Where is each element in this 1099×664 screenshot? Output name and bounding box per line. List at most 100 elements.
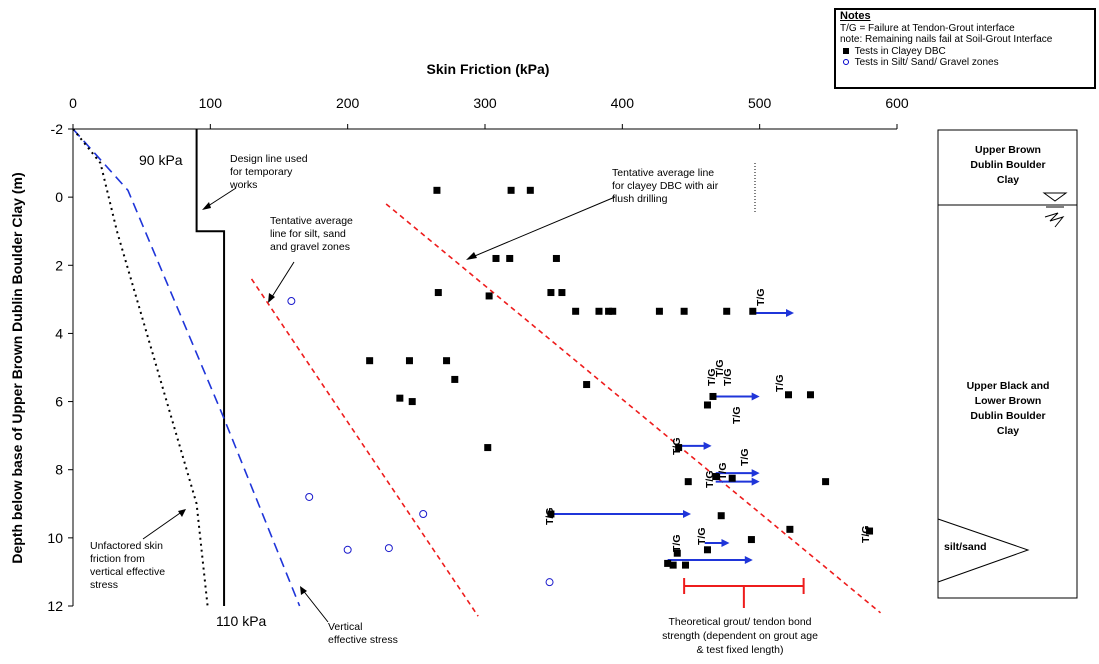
- clayey-trend-note: for clayey DBC with air: [612, 180, 719, 192]
- clayey-test-point: [866, 527, 874, 535]
- tg-arrow-head: [744, 556, 753, 565]
- x-tick-label: 600: [885, 95, 909, 111]
- strata-lower-label: Upper Black and: [967, 380, 1050, 392]
- clayey-test-point: [507, 186, 515, 194]
- trend-line: [72, 128, 301, 607]
- seepage-icon: [1044, 212, 1065, 228]
- silt-test-point: [287, 297, 296, 306]
- trend-lines: [72, 128, 882, 617]
- clayey-test-point: [655, 307, 663, 315]
- y-tick-label: -2: [51, 121, 64, 137]
- unfactored-pointer: [142, 510, 184, 540]
- tg-arrow-head: [751, 392, 760, 401]
- clayey-test-point: [609, 307, 617, 315]
- clayey-test-point: [684, 478, 692, 486]
- clayey-test-point: [451, 375, 459, 383]
- clayey-test-point: [786, 525, 794, 533]
- clayey-test-point: [396, 394, 404, 402]
- clayey-test-point: [405, 357, 413, 365]
- pointer-head: [178, 509, 186, 517]
- y-tick-label: 12: [47, 598, 63, 614]
- design-line-note: works: [229, 179, 257, 191]
- clayey-test-point: [703, 546, 711, 554]
- clayey-test-point: [723, 307, 731, 315]
- legend-clayey: Tests in Clayey DBC: [840, 46, 1090, 58]
- clayey-test-point: [583, 381, 591, 389]
- tg-arrow-head: [751, 477, 760, 486]
- tg-label: T/G: [671, 535, 683, 553]
- pointer-head: [300, 586, 307, 595]
- silt-trend-pointer: [269, 261, 295, 301]
- x-tick-label: 200: [336, 95, 360, 111]
- pointer-head: [202, 202, 211, 210]
- clayey-trend-note: Tentative average line: [612, 167, 714, 179]
- tg-arrow-head: [703, 441, 712, 450]
- strata-lower-label: Lower Brown: [975, 395, 1042, 407]
- legend-silt-label: Tests in Silt/ Sand/ Gravel zones: [854, 57, 999, 68]
- clayey-test-point: [680, 307, 688, 315]
- label-110kpa: 110 kPa: [216, 613, 267, 629]
- pointer-head: [268, 293, 275, 303]
- clayey-trend-pointer: [469, 196, 616, 259]
- clayey-test-point: [558, 289, 566, 297]
- water-table-icon: [1042, 192, 1068, 202]
- tg-arrow-head: [683, 510, 691, 519]
- tg-label: T/G: [704, 471, 716, 489]
- clayey-trend-note: flush drilling: [612, 193, 668, 205]
- clayey-test-point: [749, 307, 757, 315]
- clayey-test-point: [728, 474, 736, 482]
- clayey-test-point: [366, 357, 374, 365]
- x-tick-label: 400: [611, 95, 635, 111]
- y-tick-label: 4: [55, 325, 63, 341]
- data-points: [287, 186, 874, 587]
- tg-arrow-head: [751, 469, 760, 478]
- clayey-test-point: [822, 478, 830, 486]
- clayey-test-point: [664, 559, 672, 567]
- clayey-test-point: [682, 561, 690, 569]
- silt-test-point: [343, 545, 352, 554]
- tg-label: T/G: [755, 289, 767, 307]
- trend-line: [72, 128, 209, 607]
- clayey-test-point: [572, 307, 580, 315]
- y-tick-label: 0: [55, 189, 63, 205]
- silt-test-point: [419, 510, 428, 519]
- unfactored-note: vertical effective: [90, 566, 165, 578]
- silt-test-point: [305, 492, 314, 501]
- trend-line: [385, 203, 882, 614]
- trend-line: [195, 129, 226, 606]
- y-axis-title: Depth below base of Upper Brown Dublin B…: [9, 172, 25, 563]
- clayey-test-point: [747, 536, 755, 544]
- vertical-stress-note: Vertical: [328, 621, 362, 633]
- grout-bond-note: & test fixed length): [697, 644, 784, 656]
- clayey-test-point: [434, 289, 442, 297]
- x-tick-label: 500: [748, 95, 772, 111]
- design-line-pointer: [204, 187, 237, 209]
- clayey-test-point: [408, 398, 416, 406]
- tg-label: T/G: [696, 528, 708, 546]
- notes-remaining: note: Remaining nails fail at Soil-Grout…: [840, 34, 1053, 45]
- tg-label: T/G: [731, 407, 743, 425]
- clayey-test-point: [675, 444, 683, 452]
- label-90kpa: 90 kPa: [139, 152, 183, 168]
- vertical-stress-note: effective stress: [328, 634, 398, 646]
- clayey-test-point: [547, 289, 555, 297]
- clayey-test-point: [552, 254, 560, 262]
- tg-label: T/G: [544, 508, 556, 526]
- y-tick-label: 6: [55, 394, 63, 410]
- silt-test-point: [545, 578, 554, 587]
- strata-column: [937, 129, 1078, 599]
- clayey-test-point: [595, 307, 603, 315]
- y-tick-label: 2: [55, 257, 63, 273]
- design-line-note: Design line used: [230, 153, 308, 165]
- legend-silt: Tests in Silt/ Sand/ Gravel zones: [840, 57, 1090, 69]
- x-tick-label: 300: [473, 95, 497, 111]
- grout-bond-note: strength (dependent on grout age: [662, 630, 818, 642]
- vertical-stress-pointer: [301, 588, 329, 623]
- silt-trend-note: line for silt, sand: [270, 228, 346, 240]
- clayey-test-point: [709, 392, 717, 400]
- x-axis-title: Skin Friction (kPa): [427, 61, 550, 77]
- tg-label: T/G: [671, 438, 683, 456]
- unfactored-note: Unfactored skin: [90, 540, 163, 552]
